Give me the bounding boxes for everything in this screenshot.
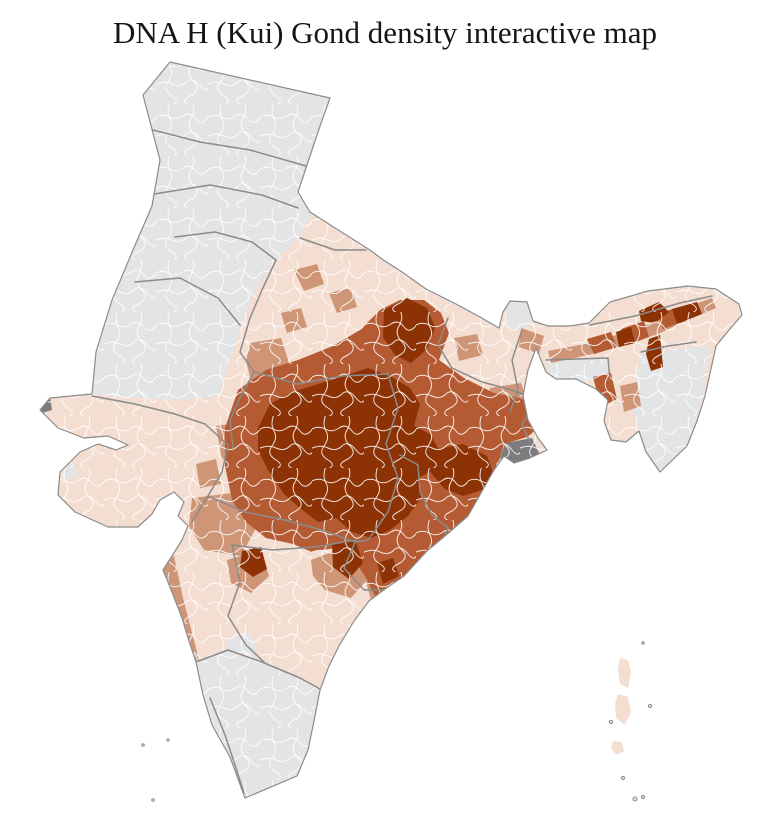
island-dot[interactable] bbox=[647, 703, 653, 709]
region-little-andaman[interactable] bbox=[611, 741, 624, 755]
island-dot-nicobar[interactable] bbox=[620, 775, 626, 781]
state-borders bbox=[91, 127, 713, 794]
island-dot-nicobar[interactable] bbox=[632, 796, 638, 802]
island-dot-lakshadweep[interactable] bbox=[141, 743, 145, 747]
region-andaman-south[interactable] bbox=[615, 694, 631, 725]
island-dot-lakshadweep[interactable] bbox=[166, 738, 170, 742]
island-dot-nicobar[interactable] bbox=[641, 795, 645, 799]
island-dot[interactable] bbox=[608, 719, 614, 725]
islands-group[interactable] bbox=[141, 641, 653, 802]
island-dot[interactable] bbox=[641, 641, 645, 645]
region-andaman-north[interactable] bbox=[618, 658, 631, 688]
page-title: DNA H (Kui) Gond density interactive map bbox=[113, 15, 657, 50]
island-dot-lakshadweep[interactable] bbox=[151, 798, 155, 802]
